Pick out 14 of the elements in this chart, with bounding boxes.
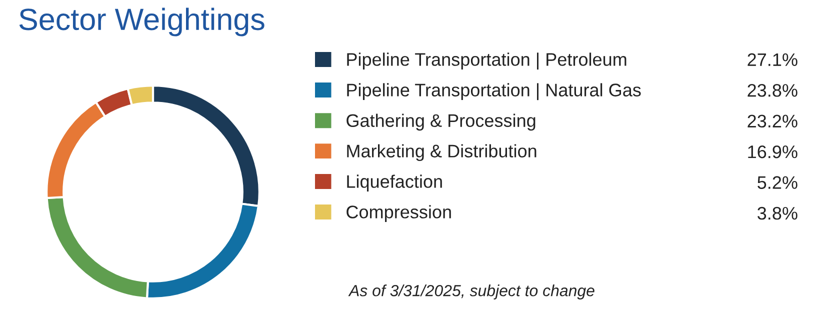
chart-title: Sector Weightings: [19, 8, 264, 36]
data-label: 23.2%: [748, 114, 798, 128]
legend-label: Pipeline Transportation | Natural Gas: [347, 83, 641, 100]
data-label: 3.8%: [758, 206, 798, 220]
data-label: 23.8%: [748, 84, 798, 97]
data-label: 27.1%: [748, 53, 798, 66]
legend-label: Gathering & Processing: [346, 114, 536, 131]
data-label: 5.2%: [758, 176, 798, 189]
legend-label: Liquefaction: [347, 174, 442, 192]
text: As of 3/31/2025, subject to change: [348, 284, 594, 300]
data-label: 16.9%: [748, 145, 798, 158]
legend-label: Pipeline Transportation | Petroleum: [347, 52, 626, 70]
legend-label: Marketing & Distribution: [347, 144, 536, 162]
legend-label: Compression: [346, 205, 451, 222]
